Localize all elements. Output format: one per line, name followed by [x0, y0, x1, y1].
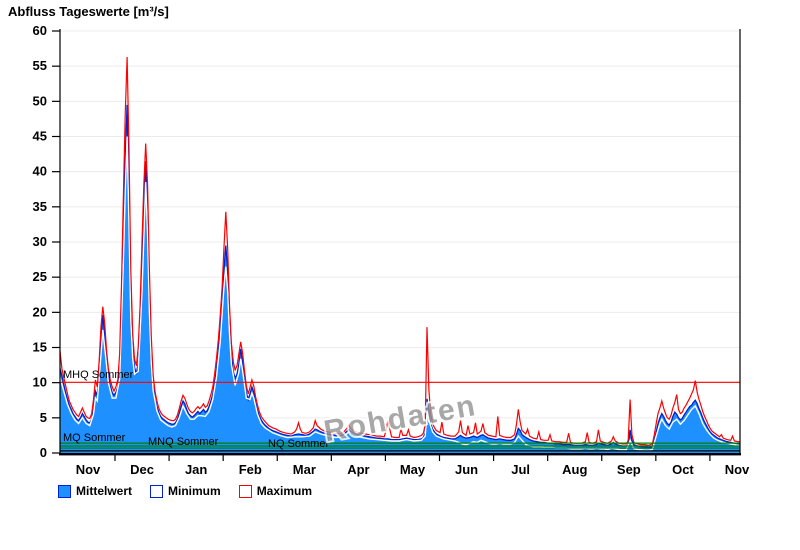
- y-tick-label: 10: [33, 375, 47, 390]
- legend-item-minimum: Minimum: [150, 484, 221, 498]
- x-tick-label: Jan: [185, 462, 207, 477]
- mittelwert-area: [60, 104, 740, 454]
- x-axis: [59, 453, 741, 456]
- y-tick-label: 45: [33, 129, 47, 144]
- y-tick-label: 15: [33, 340, 47, 355]
- y-tick-label: 5: [40, 410, 47, 425]
- x-tick-label: Aug: [562, 462, 587, 477]
- mittelwert-line: [59, 104, 740, 449]
- x-tick-label: Jun: [455, 462, 478, 477]
- x-tick-label: Dec: [130, 462, 154, 477]
- y-tick-label: 60: [33, 23, 47, 38]
- legend-label-maximum: Maximum: [256, 484, 313, 498]
- y-tick-label: 50: [33, 93, 47, 108]
- x-tick-label: May: [400, 462, 426, 477]
- y-tick-label: 40: [33, 164, 47, 179]
- y-tick-label: 35: [33, 199, 47, 214]
- y-tick-label: 55: [33, 58, 47, 73]
- x-tick-label: Oct: [672, 462, 694, 477]
- minimum-line: [59, 136, 740, 451]
- mittelwert-swatch: [58, 484, 71, 498]
- x-tick-label: Sep: [617, 462, 641, 477]
- minimum-swatch: [150, 484, 164, 498]
- y-tick-label: 25: [33, 269, 47, 284]
- y-tick-label: 30: [33, 234, 47, 249]
- x-tick-label: Nov: [725, 462, 750, 477]
- maximum-swatch: [238, 484, 252, 498]
- y-tick-label: 0: [40, 445, 47, 460]
- reference-label: MHQ Sommer: [63, 369, 134, 381]
- y-tick-label: 20: [33, 304, 47, 319]
- reference-label: NQ Sommer: [268, 438, 329, 450]
- legend-item-maximum: Maximum: [238, 484, 313, 498]
- legend-label-minimum: Minimum: [168, 484, 221, 498]
- legend: Mittelwert Minimum Maximum: [58, 484, 330, 498]
- x-tick-label: Apr: [347, 462, 369, 477]
- legend-label-mittelwert: Mittelwert: [76, 484, 133, 498]
- x-tick-label: Mar: [293, 462, 316, 477]
- legend-item-mittelwert: Mittelwert: [58, 484, 132, 498]
- chart-title: Abfluss Tageswerte [m³/s]: [8, 4, 169, 19]
- x-tick-label: Feb: [239, 462, 262, 477]
- x-tick-label: Nov: [76, 462, 101, 477]
- maximum-line: [59, 56, 740, 446]
- reference-label: MQ Sommer: [63, 432, 126, 444]
- reference-label: MNQ Sommer: [148, 436, 219, 448]
- x-tick-label: Jul: [511, 462, 530, 477]
